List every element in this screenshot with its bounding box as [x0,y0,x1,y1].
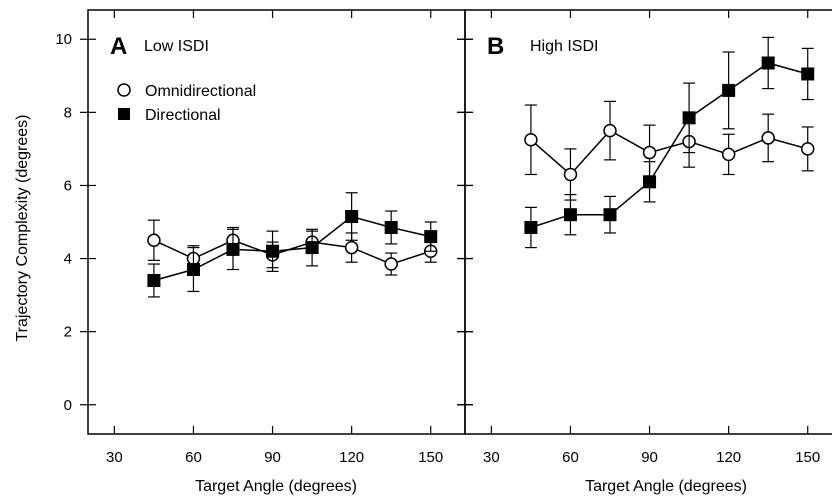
legend-dir-marker [118,108,130,120]
panel-a-omni-point [384,257,398,271]
y-tick-label: 4 [64,251,72,268]
panel-b-directional-point [722,83,736,97]
panel-b-x-tick-label: 150 [795,449,820,466]
panel-a-x-tick-label: 120 [339,449,364,466]
y-tick-label: 10 [55,31,72,48]
panel-a-directional-point [226,242,240,256]
panel-b-directional-point [801,67,815,81]
panel-b-omni-point [761,131,775,145]
panel-b-omni-point [642,145,657,160]
y-tick-label: 2 [64,324,72,341]
panel-a-x-tick-label: 150 [418,449,443,466]
y-axis-title: Trajectory Complexity (degrees) [14,114,31,341]
panel-a-frame [87,9,466,435]
panel-b-omni-point [563,167,578,182]
panel-b-directional-point [524,220,538,234]
panel-a-omni-point [147,233,161,248]
panel-a-directional-point [305,241,319,255]
panel-a-x-tick-label: 30 [106,449,123,466]
panel-b-x-tick-label: 90 [641,449,658,466]
panel-b-x-axis-title: Target Angle (degrees) [585,478,747,495]
panel-a-directional-point [345,210,359,224]
panel-b-omni-point [524,133,538,147]
panel-b-frame [464,9,832,435]
legend-omni-label: Omnidirectional [145,83,256,100]
panel-a-directional-point [186,263,200,277]
panel-b-omni-point [721,147,736,162]
panel-a-x-tick-label: 60 [185,449,202,466]
legend-dir-label: Directional [145,107,221,124]
legend-omni-marker [117,83,131,97]
panel-a-letter: A [110,33,127,60]
panel-a-subtitle: Low ISDI [144,38,209,55]
panel-b-directional-point [563,208,577,222]
chart-marks: 0 2 4 6 8 10 30 60 90 120 150 30 60 90 120 150 [55,10,820,466]
panel-a-directional-point [147,273,161,287]
panel-a-x-axis-title: Target Angle (degrees) [195,478,357,495]
panel-b-series-0-line [530,129,808,176]
panel-b-letter: B [487,33,504,60]
panel-b-directional-point [603,208,617,222]
panel-b-directional-point [682,111,696,125]
y-tick-label: 8 [64,104,72,121]
panel-a-omni-point [344,240,359,255]
panel-b-directional-point [643,175,657,189]
panel-b-x-tick-label: 120 [716,449,741,466]
y-tick-label: 0 [64,397,72,414]
panel-a-series-0-line [153,239,431,265]
panel-b-omni-point [800,142,815,156]
panel-b-series-1-line [530,62,808,229]
panel-a-directional-point [424,230,438,244]
panel-a-directional-point [266,244,280,258]
panel-a-x-tick-label: 90 [264,449,281,466]
panel-b-subtitle: High ISDI [530,38,598,55]
panel-a-directional-point [384,220,398,234]
panel-b-x-tick-label: 60 [562,449,579,466]
panel-b-omni-point [603,123,617,138]
y-tick-label: 6 [64,177,72,194]
panel-b-x-tick-label: 30 [483,449,500,466]
panel-b-directional-point [761,56,775,70]
panel-a-series-1-line [153,215,431,282]
